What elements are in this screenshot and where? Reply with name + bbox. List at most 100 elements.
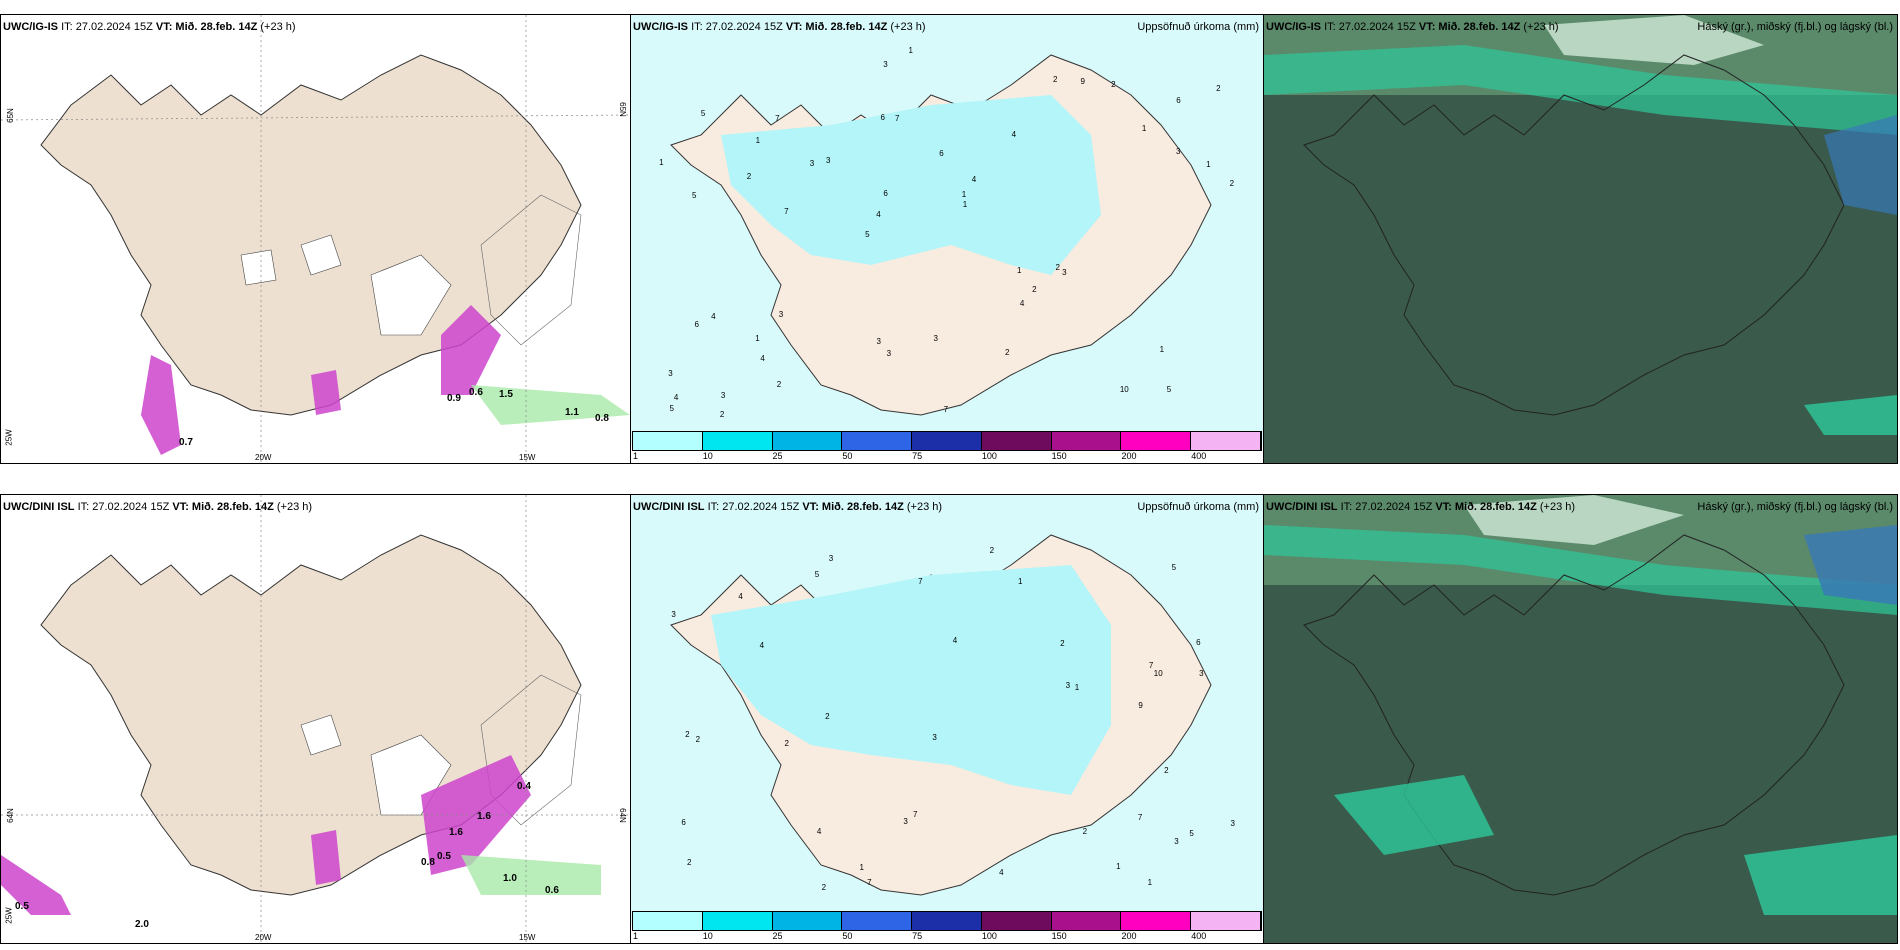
- panel-header: UWC/IG-IS IT: 27.02.2024 15Z VT: Mið. 28…: [633, 21, 926, 33]
- precip-area: [721, 95, 1101, 275]
- precip-value: 4: [738, 592, 743, 602]
- panel-precip-bottom: UWC/DINI ISL IT: 27.02.2024 15Z VT: Mið.…: [630, 494, 1264, 944]
- precip-value: 2: [776, 380, 782, 390]
- precip-value: 2: [1055, 263, 1060, 273]
- map-precip-top: [631, 15, 1263, 445]
- precip-value: 1: [962, 200, 968, 210]
- precip-value: 2: [1004, 348, 1010, 358]
- colorbar-segment: [842, 912, 913, 930]
- precip-value: 10: [1119, 384, 1129, 394]
- precip-area: [711, 565, 1111, 795]
- panel-header: UWC/DINI ISL IT: 27.02.2024 15Z VT: Mið.…: [1266, 501, 1576, 513]
- precip-value: 3: [932, 733, 937, 743]
- precip-value: 7: [913, 809, 918, 819]
- panel-header: UWC/DINI ISL IT: 27.02.2024 15Z VT: Mið.…: [633, 501, 943, 513]
- cloud-light: [1544, 15, 1764, 65]
- precip-value: 2: [746, 172, 752, 182]
- precip-value: 4: [999, 868, 1004, 878]
- iceland-land: [40, 534, 582, 896]
- colorbar-segment: [912, 912, 982, 930]
- grid-label: 20W: [255, 453, 272, 462]
- cmap-value: 0.4: [517, 781, 531, 792]
- precip-value: 1: [1074, 683, 1080, 693]
- grid-label: 25W: [4, 907, 14, 924]
- precip-value: 1: [755, 136, 761, 146]
- precip-value: 2: [686, 857, 692, 867]
- panel-header: UWC/IG-IS IT: 27.02.2024 15Z VT: Mið. 28…: [3, 21, 296, 33]
- panel-header: UWC/DINI ISL IT: 27.02.2024 15Z VT: Mið.…: [3, 501, 313, 513]
- precip-value: 4: [876, 209, 881, 219]
- map-wind-top: [1, 15, 630, 463]
- precip-value: 4: [1011, 130, 1017, 140]
- precip-value: 3: [1230, 819, 1235, 829]
- precip-value: 5: [1171, 563, 1177, 573]
- colorbar-segment: [1121, 432, 1192, 450]
- grid-label: 65N: [617, 102, 627, 117]
- precip-value: 5: [1189, 828, 1194, 838]
- iceland-land: [40, 54, 582, 416]
- cmap-value: 0.9: [447, 393, 461, 404]
- cmap-value: 1.6: [449, 827, 463, 838]
- precip-value: 1: [859, 863, 864, 873]
- precip-value: 3: [933, 333, 938, 343]
- colorbar-segment: [772, 912, 843, 930]
- precip-value: 7: [918, 577, 923, 587]
- precip-value: 1: [1147, 877, 1153, 887]
- precip-value: 5: [669, 404, 674, 414]
- precip-value: 1: [1018, 576, 1023, 586]
- precip-value: 2: [989, 546, 995, 556]
- grid-label: 64N: [617, 808, 627, 823]
- colorbar-segment: [1121, 912, 1192, 930]
- precip-value: 3: [1176, 146, 1181, 156]
- precip-value: 2: [1229, 179, 1235, 189]
- precip-value: 1: [659, 158, 664, 168]
- snow-patch: [300, 714, 342, 756]
- precip-green: [471, 385, 630, 425]
- precip-value: 4: [760, 353, 765, 363]
- precip-value: 2: [1216, 83, 1221, 93]
- colorbar-label: 50: [842, 931, 853, 941]
- precip-value: 2: [784, 739, 789, 748]
- colorbar-segment: [702, 912, 773, 930]
- map-wind-bottom: [1, 495, 630, 943]
- cmap-value: 0.5: [15, 901, 29, 912]
- precip-value: 3: [1065, 680, 1071, 690]
- colorbar-segment: [1191, 432, 1261, 450]
- cmap-value: 1.5: [499, 389, 513, 400]
- precip-value: 3: [903, 816, 908, 826]
- grid-label: 20W: [255, 933, 272, 942]
- colorbar-label: 150: [1051, 931, 1067, 941]
- precip-magenta: [311, 370, 341, 415]
- precip-value: 4: [952, 635, 958, 645]
- precip-value: 5: [700, 109, 706, 119]
- cloud-blue: [1804, 525, 1897, 605]
- precip-value: 4: [816, 826, 822, 836]
- precip-value: 3: [876, 336, 881, 346]
- colorbar-segment: [633, 432, 703, 450]
- precip-value: 6: [694, 319, 699, 329]
- cloud-blue: [1824, 115, 1897, 215]
- precip-value: 2: [1060, 638, 1065, 648]
- colorbar-segment: [912, 432, 982, 450]
- precip-value: 2: [1032, 284, 1037, 294]
- colorbar-label: 400: [1191, 931, 1207, 941]
- cloud-teal: [1804, 395, 1897, 435]
- precip-value: 3: [828, 553, 834, 563]
- cmap-value: 1.0: [503, 873, 517, 884]
- precip-value: 7: [775, 114, 780, 124]
- panel-wind-top: UWC/IG-IS IT: 27.02.2024 15Z VT: Mið. 28…: [0, 14, 631, 464]
- precip-magenta: [1, 855, 71, 915]
- grid-label: 25W: [4, 429, 14, 446]
- precip-value: 3: [671, 609, 676, 619]
- panel-wind-bottom: UWC/DINI ISL IT: 27.02.2024 15Z VT: Mið.…: [0, 494, 631, 944]
- snow-patch: [300, 234, 342, 276]
- precip-value: 7: [1137, 812, 1143, 822]
- precip-value: 2: [1082, 827, 1088, 837]
- precip-value: 6: [939, 148, 944, 158]
- colorbar: [632, 911, 1262, 931]
- precip-value: 3: [1062, 268, 1067, 278]
- precip-value: 1: [1159, 344, 1165, 354]
- precip-magenta: [441, 305, 501, 395]
- precip-value: 6: [880, 112, 885, 122]
- colorbar-segment: [702, 432, 773, 450]
